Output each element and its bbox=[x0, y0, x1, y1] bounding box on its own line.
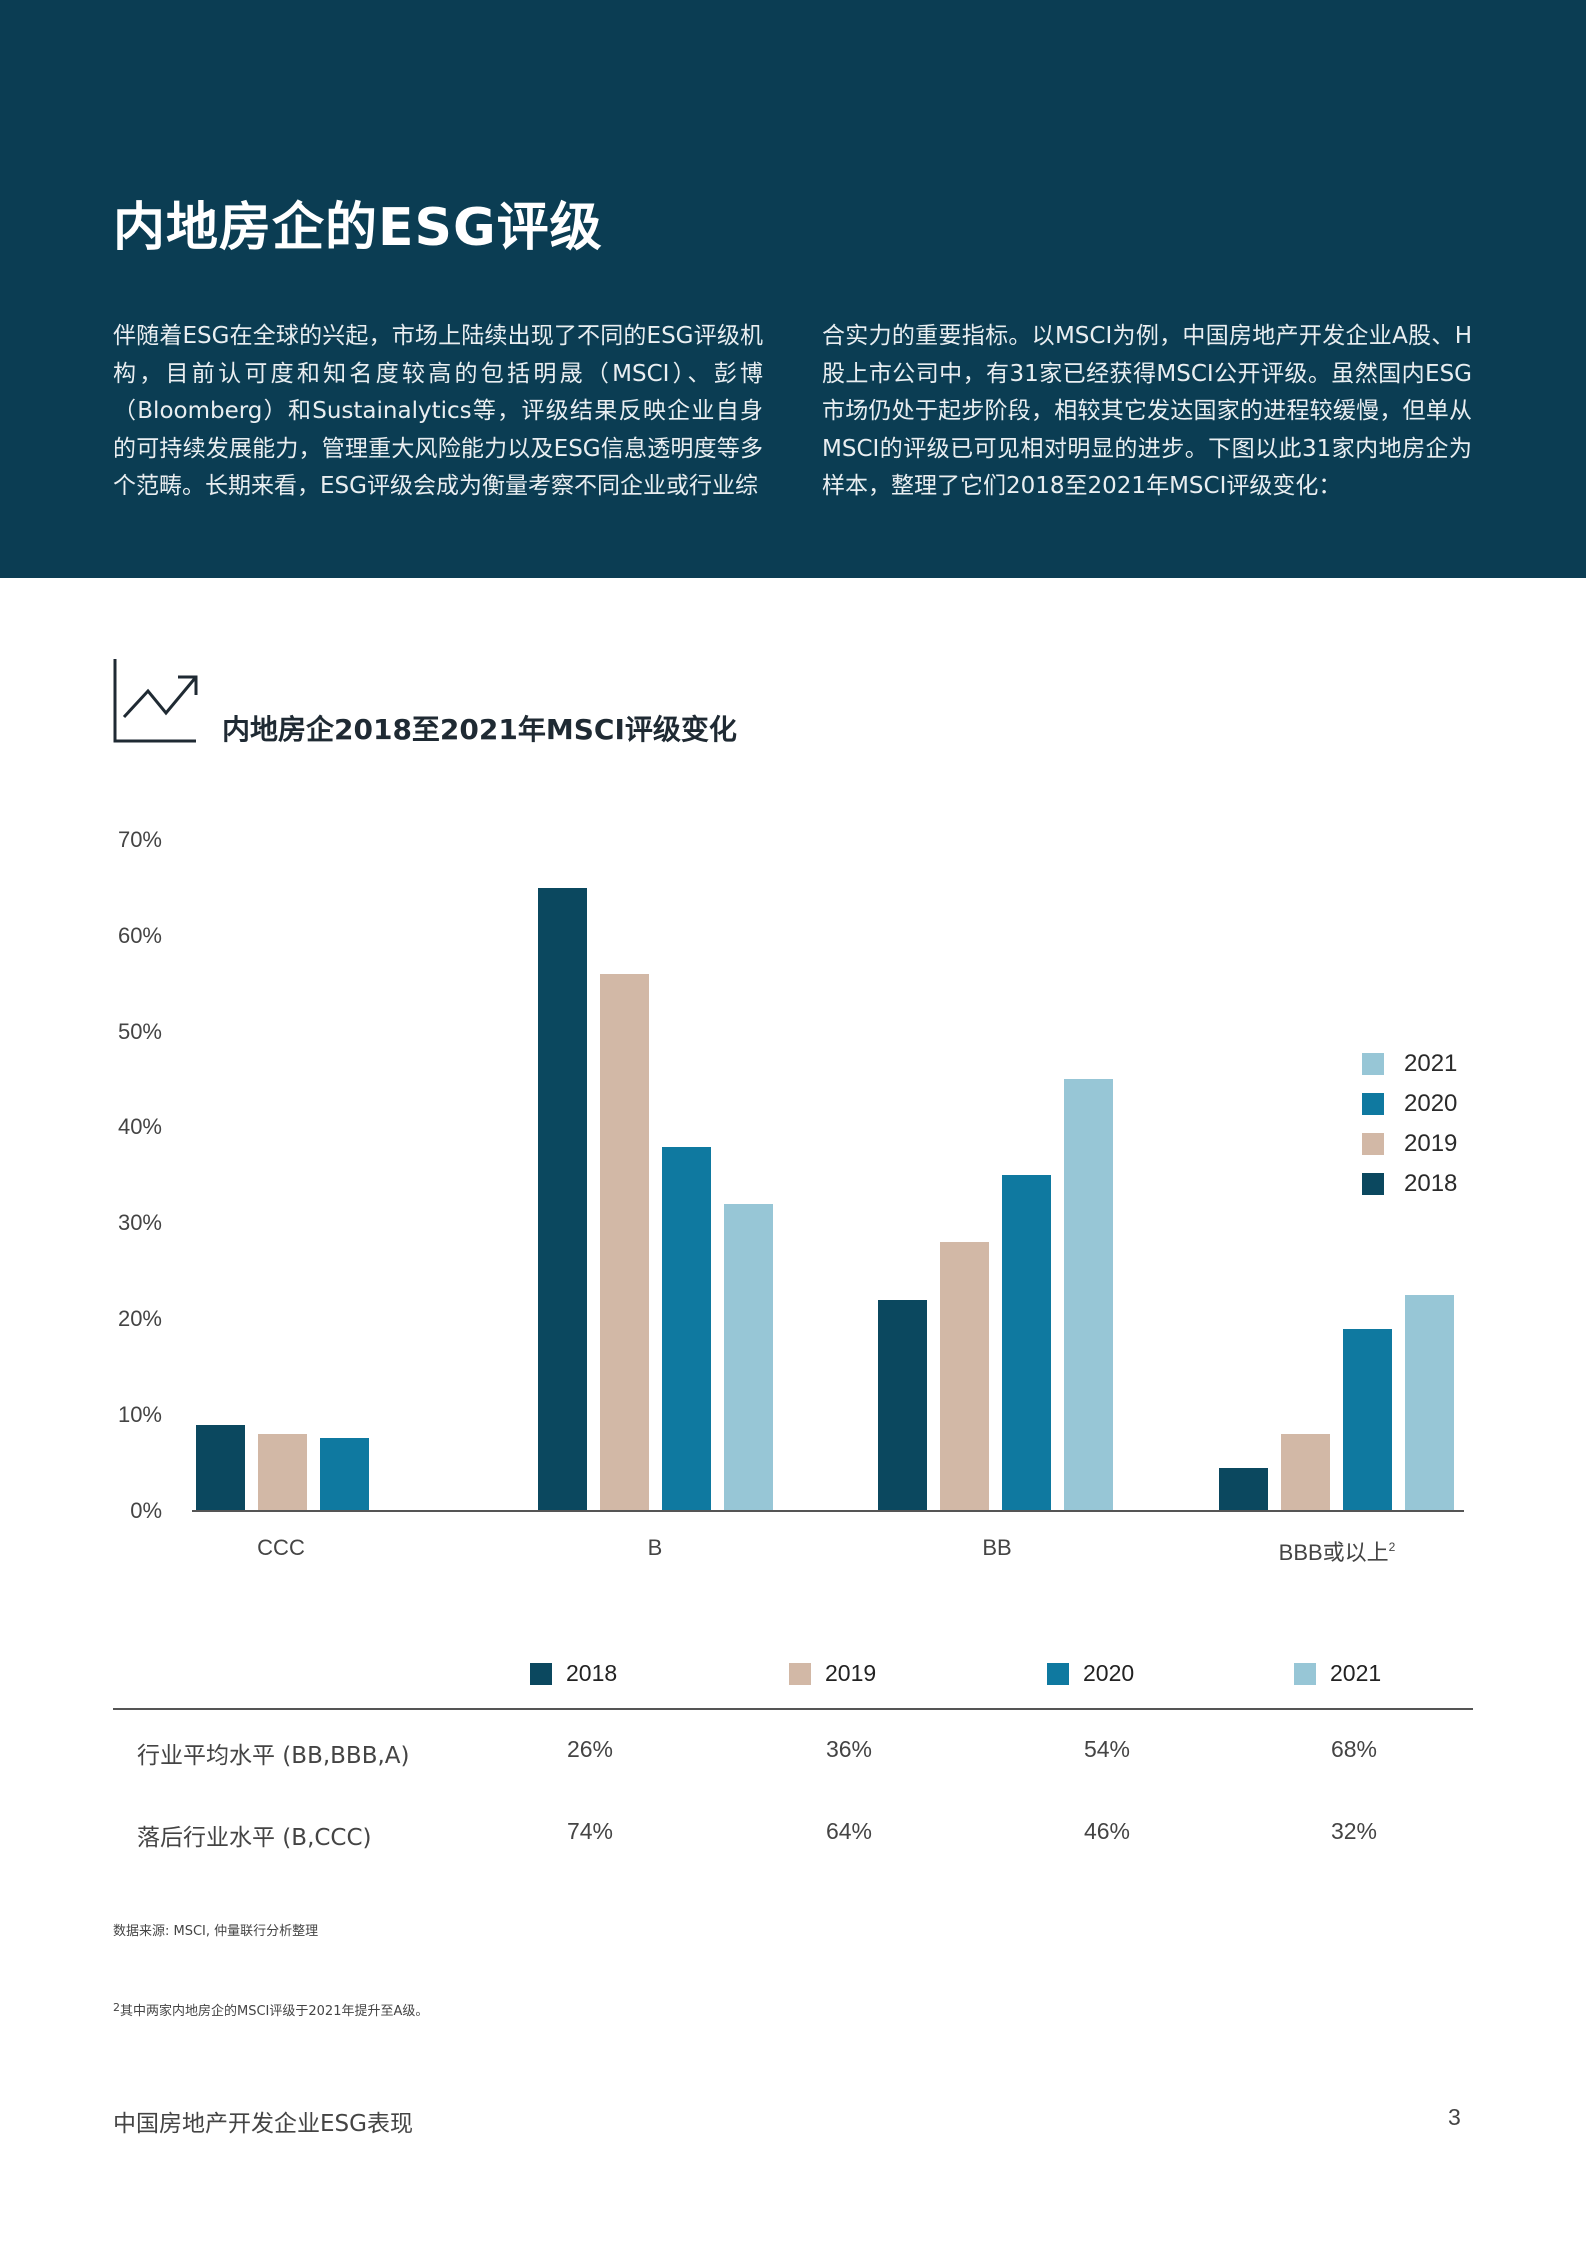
page-title: 内地房企的ESG评级 bbox=[113, 198, 603, 258]
trend-up-chart-icon bbox=[113, 659, 198, 743]
legend-item-2019: 2019 bbox=[1362, 1124, 1457, 1164]
column-label: 2018 bbox=[566, 1660, 618, 1686]
legend-label: 2018 bbox=[1404, 1170, 1458, 1197]
table-cell: 32% bbox=[1330, 1818, 1378, 1844]
page-number: 3 bbox=[1448, 2104, 1461, 2130]
column-label: 2019 bbox=[825, 1660, 877, 1686]
footnote-text: 其中两家内地房企的MSCI评级于2021年提升至A级。 bbox=[120, 2004, 429, 2019]
intro-paragraph-left: 伴随着ESG在全球的兴起，市场上陆续出现了不同的ESG评级机构，目前认可度和知名… bbox=[113, 323, 763, 499]
summary-table: 2018 2019 2020 2021 行业平均水平 (BB,BBB,A) 26% 36%… bbox=[113, 1650, 1473, 1874]
bar-b-2020 bbox=[662, 1146, 711, 1511]
bar-bbb-2020 bbox=[1343, 1328, 1392, 1511]
x-category-label: BBB或以上2 bbox=[1278, 1540, 1396, 1565]
table-cell: 26% bbox=[566, 1736, 614, 1762]
summary-column-header-2021: 2021 bbox=[1294, 1660, 1381, 1687]
y-tick-label: 40% bbox=[117, 1114, 162, 1140]
bar-bbb-2019 bbox=[1281, 1434, 1330, 1511]
table-cell: 46% bbox=[1083, 1818, 1131, 1844]
bar-bb-2019 bbox=[940, 1242, 989, 1511]
bar-bb-2018 bbox=[878, 1300, 927, 1511]
legend-swatch bbox=[1362, 1173, 1384, 1195]
footnote-marker: 2 bbox=[1388, 1540, 1396, 1554]
summary-column-header-2018: 2018 bbox=[530, 1660, 617, 1687]
bar-bb-2020 bbox=[1002, 1175, 1051, 1511]
bar-b-2019 bbox=[600, 973, 649, 1511]
legend-swatch bbox=[1362, 1093, 1384, 1115]
table-row: 落后行业水平 (B,CCC) 74% 64% 46% 32% bbox=[113, 1792, 1473, 1874]
legend-swatch bbox=[1362, 1133, 1384, 1155]
legend-label: 2020 bbox=[1404, 1090, 1458, 1117]
x-category-label: CCC bbox=[257, 1535, 305, 1560]
legend-swatch bbox=[789, 1662, 811, 1685]
legend-label: 2021 bbox=[1404, 1050, 1458, 1077]
y-tick-label: 60% bbox=[117, 922, 162, 948]
y-tick-label: 20% bbox=[117, 1306, 162, 1332]
bar-ccc-2018 bbox=[196, 1424, 245, 1511]
summary-table-header: 2018 2019 2020 2021 bbox=[113, 1650, 1473, 1710]
data-source: 数据来源: MSCI, 仲量联行分析整理 bbox=[113, 1924, 319, 1939]
row-label: 落后行业水平 (B,CCC) bbox=[137, 1825, 372, 1851]
y-tick-label: 30% bbox=[117, 1210, 162, 1236]
table-cell: 68% bbox=[1330, 1736, 1378, 1762]
y-tick-label: 0% bbox=[130, 1498, 162, 1523]
x-category-label: B bbox=[647, 1535, 663, 1560]
table-row: 行业平均水平 (BB,BBB,A) 26% 36% 54% 68% bbox=[113, 1710, 1473, 1792]
legend-label: 2019 bbox=[1404, 1130, 1458, 1157]
legend-swatch bbox=[1294, 1662, 1316, 1685]
legend-swatch bbox=[530, 1662, 552, 1685]
summary-table-body: 行业平均水平 (BB,BBB,A) 26% 36% 54% 68% 落后行业水平 (B,C… bbox=[113, 1710, 1473, 1874]
table-cell: 74% bbox=[566, 1818, 614, 1844]
summary-column-header-2019: 2019 bbox=[789, 1660, 876, 1687]
column-label: 2020 bbox=[1083, 1660, 1135, 1686]
bar-bbb-2021 bbox=[1405, 1295, 1454, 1511]
y-tick-label: 10% bbox=[117, 1402, 162, 1428]
legend-item-2018: 2018 bbox=[1362, 1164, 1457, 1204]
intro-paragraph-right: 合实力的重要指标。以MSCI为例，中国房地产开发企业A股、H股上市公司中，有31… bbox=[822, 323, 1472, 499]
row-label: 行业平均水平 (BB,BBB,A) bbox=[137, 1743, 410, 1769]
legend-swatch bbox=[1362, 1053, 1384, 1075]
y-tick-label: 50% bbox=[117, 1018, 162, 1044]
y-tick-label: 70% bbox=[117, 826, 162, 852]
x-axis-line bbox=[192, 1510, 1464, 1512]
footer-title: 中国房地产开发企业ESG表现 bbox=[113, 2111, 413, 2137]
header-band: 内地房企的ESG评级 伴随着ESG在全球的兴起，市场上陆续出现了不同的ESG评级… bbox=[0, 0, 1586, 578]
chart-legend: 2021 2020 2019 2018 bbox=[1362, 1044, 1457, 1204]
legend-swatch bbox=[1047, 1662, 1069, 1685]
x-category-label: BB bbox=[982, 1535, 1012, 1560]
chart-title: 内地房企2018至2021年MSCI评级变化 bbox=[222, 713, 737, 746]
legend-item-2020: 2020 bbox=[1362, 1084, 1457, 1124]
bar-bbb-2018 bbox=[1219, 1467, 1268, 1511]
footnote-marker: 2 bbox=[113, 2001, 120, 2014]
bar-ccc-2019 bbox=[258, 1434, 307, 1511]
bar-ccc-2020 bbox=[320, 1438, 369, 1511]
column-label: 2021 bbox=[1330, 1660, 1382, 1686]
legend-item-2021: 2021 bbox=[1362, 1044, 1457, 1084]
bar-bb-2021 bbox=[1064, 1079, 1113, 1511]
summary-column-header-2020: 2020 bbox=[1047, 1660, 1134, 1687]
footnote: 2其中两家内地房企的MSCI评级于2021年提升至A级。 bbox=[113, 2000, 428, 2019]
table-cell: 64% bbox=[825, 1818, 873, 1844]
bar-b-2018 bbox=[538, 887, 587, 1511]
table-cell: 36% bbox=[825, 1736, 873, 1762]
bar-b-2021 bbox=[724, 1204, 773, 1511]
table-cell: 54% bbox=[1083, 1736, 1131, 1762]
